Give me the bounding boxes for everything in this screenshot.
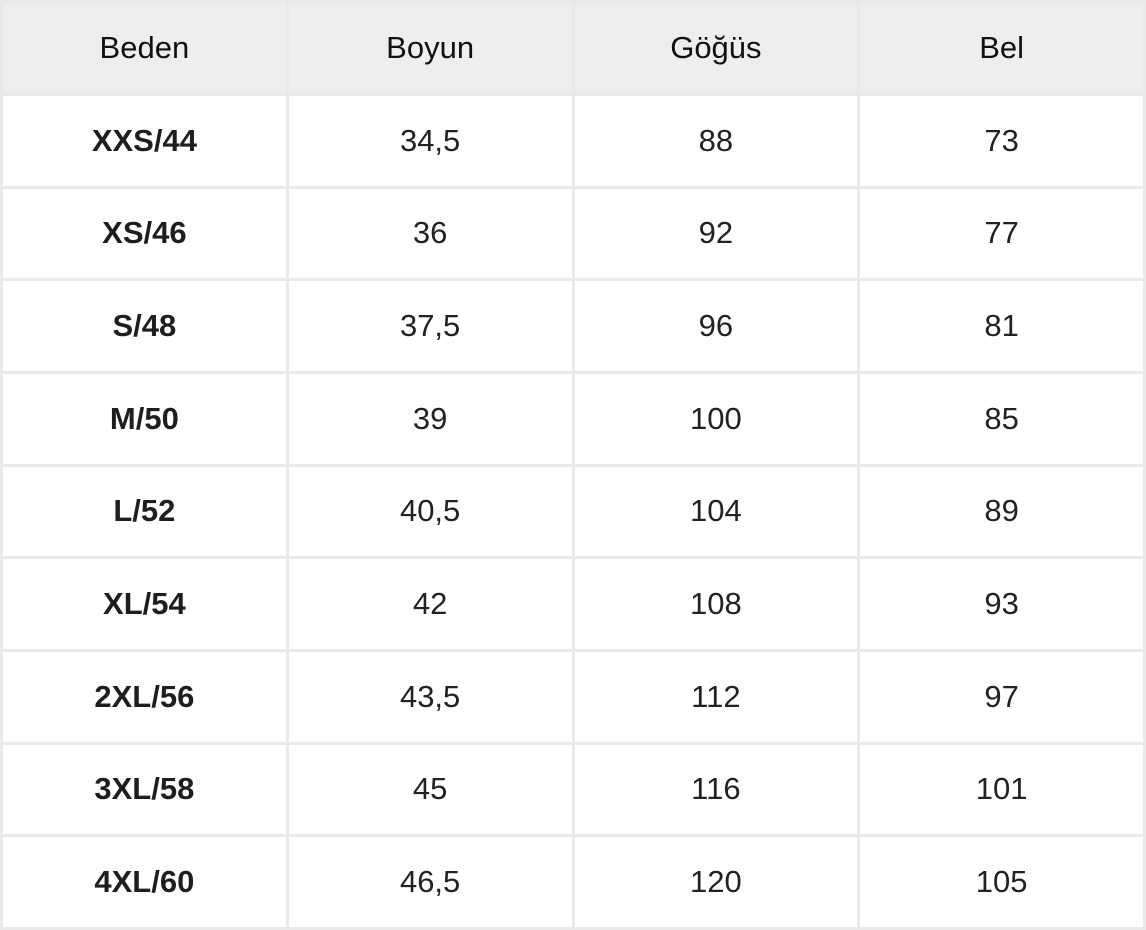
cell-beden: S/48 <box>3 281 286 371</box>
cell-boyun: 45 <box>288 744 572 835</box>
cell-gogus: 112 <box>574 651 858 742</box>
cell-bel: 93 <box>860 559 1143 649</box>
cell-boyun: 42 <box>288 559 572 649</box>
table-body: XXS/44 34,5 88 73 XS/46 36 92 77 S/48 37,5 96 81 M/5… <box>3 96 1143 927</box>
cell-gogus: 100 <box>574 373 858 464</box>
cell-gogus: 92 <box>574 188 858 279</box>
cell-bel: 73 <box>860 96 1143 186</box>
cell-beden: XL/54 <box>3 559 286 649</box>
cell-bel: 105 <box>860 837 1143 927</box>
column-header-beden: Beden <box>3 3 286 93</box>
table-row: 4XL/60 46,5 120 105 <box>3 837 1143 927</box>
cell-gogus: 104 <box>574 466 858 557</box>
cell-beden: 2XL/56 <box>3 651 286 742</box>
cell-gogus: 116 <box>574 744 858 835</box>
cell-boyun: 43,5 <box>288 651 572 742</box>
table-row: S/48 37,5 96 81 <box>3 281 1143 371</box>
cell-gogus: 88 <box>574 96 858 186</box>
cell-beden: 3XL/58 <box>3 744 286 835</box>
cell-gogus: 120 <box>574 837 858 927</box>
cell-boyun: 46,5 <box>288 837 572 927</box>
cell-boyun: 34,5 <box>288 96 572 186</box>
cell-boyun: 40,5 <box>288 466 572 557</box>
table-row: L/52 40,5 104 89 <box>3 466 1143 557</box>
cell-bel: 77 <box>860 188 1143 279</box>
cell-bel: 81 <box>860 281 1143 371</box>
table-row: 3XL/58 45 116 101 <box>3 744 1143 835</box>
table-row: M/50 39 100 85 <box>3 373 1143 464</box>
cell-beden: 4XL/60 <box>3 837 286 927</box>
cell-bel: 101 <box>860 744 1143 835</box>
column-header-boyun: Boyun <box>288 3 572 93</box>
cell-gogus: 108 <box>574 559 858 649</box>
cell-bel: 85 <box>860 373 1143 464</box>
table-row: XS/46 36 92 77 <box>3 188 1143 279</box>
cell-beden: XS/46 <box>3 188 286 279</box>
table-row: XXS/44 34,5 88 73 <box>3 96 1143 186</box>
cell-boyun: 36 <box>288 188 572 279</box>
cell-beden: L/52 <box>3 466 286 557</box>
cell-bel: 97 <box>860 651 1143 742</box>
cell-boyun: 37,5 <box>288 281 572 371</box>
column-header-gogus: Göğüs <box>574 3 858 93</box>
table-row: XL/54 42 108 93 <box>3 559 1143 649</box>
table-row: 2XL/56 43,5 112 97 <box>3 651 1143 742</box>
cell-beden: M/50 <box>3 373 286 464</box>
header-row: Beden Boyun Göğüs Bel <box>3 3 1143 93</box>
cell-beden: XXS/44 <box>3 96 286 186</box>
cell-boyun: 39 <box>288 373 572 464</box>
cell-gogus: 96 <box>574 281 858 371</box>
cell-bel: 89 <box>860 466 1143 557</box>
column-header-bel: Bel <box>860 3 1143 93</box>
